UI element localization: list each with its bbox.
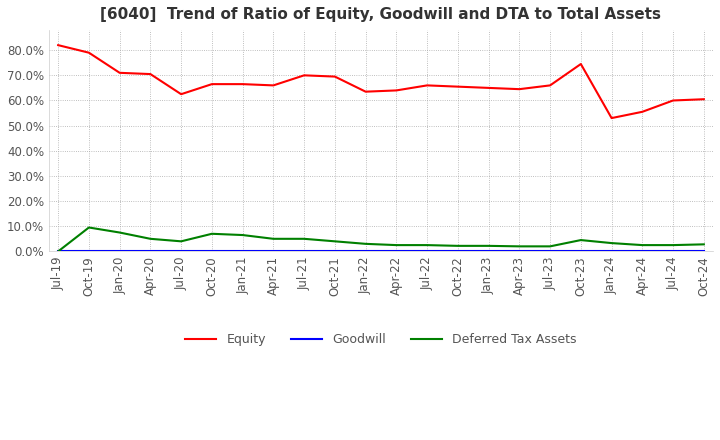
Goodwill <box>146 248 155 253</box>
Equity <box>669 98 678 103</box>
Goodwill <box>392 248 401 253</box>
Goodwill <box>669 248 678 253</box>
Line: Equity: Equity <box>58 45 704 118</box>
Equity <box>238 81 247 87</box>
Deferred Tax Assets <box>392 242 401 248</box>
Goodwill <box>485 248 493 253</box>
Goodwill <box>54 248 63 253</box>
Equity <box>146 71 155 77</box>
Deferred Tax Assets <box>177 238 186 244</box>
Equity <box>577 61 585 66</box>
Deferred Tax Assets <box>423 242 431 248</box>
Equity <box>638 109 647 114</box>
Deferred Tax Assets <box>207 231 216 236</box>
Deferred Tax Assets <box>515 244 523 249</box>
Title: [6040]  Trend of Ratio of Equity, Goodwill and DTA to Total Assets: [6040] Trend of Ratio of Equity, Goodwil… <box>101 7 662 22</box>
Equity <box>454 84 462 89</box>
Deferred Tax Assets <box>669 242 678 248</box>
Deferred Tax Assets <box>638 242 647 248</box>
Equity <box>361 89 370 94</box>
Equity <box>207 81 216 87</box>
Goodwill <box>84 248 93 253</box>
Goodwill <box>361 248 370 253</box>
Equity <box>423 83 431 88</box>
Equity <box>546 83 554 88</box>
Goodwill <box>177 248 186 253</box>
Deferred Tax Assets <box>238 232 247 238</box>
Goodwill <box>546 248 554 253</box>
Goodwill <box>269 248 278 253</box>
Goodwill <box>515 248 523 253</box>
Goodwill <box>238 248 247 253</box>
Equity <box>515 87 523 92</box>
Deferred Tax Assets <box>700 242 708 247</box>
Goodwill <box>607 248 616 253</box>
Deferred Tax Assets <box>300 236 308 242</box>
Deferred Tax Assets <box>577 238 585 243</box>
Deferred Tax Assets <box>54 249 63 254</box>
Equity <box>300 73 308 78</box>
Equity <box>54 43 63 48</box>
Goodwill <box>638 248 647 253</box>
Goodwill <box>330 248 339 253</box>
Equity <box>330 74 339 79</box>
Equity <box>84 50 93 55</box>
Deferred Tax Assets <box>84 225 93 230</box>
Equity <box>607 115 616 121</box>
Equity <box>115 70 124 75</box>
Deferred Tax Assets <box>330 238 339 244</box>
Equity <box>392 88 401 93</box>
Deferred Tax Assets <box>546 244 554 249</box>
Equity <box>269 83 278 88</box>
Equity <box>177 92 186 97</box>
Equity <box>485 85 493 91</box>
Goodwill <box>700 248 708 253</box>
Deferred Tax Assets <box>115 230 124 235</box>
Legend: Equity, Goodwill, Deferred Tax Assets: Equity, Goodwill, Deferred Tax Assets <box>180 329 582 352</box>
Goodwill <box>577 248 585 253</box>
Goodwill <box>207 248 216 253</box>
Equity <box>700 97 708 102</box>
Line: Deferred Tax Assets: Deferred Tax Assets <box>58 227 704 251</box>
Goodwill <box>423 248 431 253</box>
Deferred Tax Assets <box>269 236 278 242</box>
Deferred Tax Assets <box>361 241 370 246</box>
Deferred Tax Assets <box>485 243 493 249</box>
Deferred Tax Assets <box>607 240 616 246</box>
Goodwill <box>454 248 462 253</box>
Deferred Tax Assets <box>454 243 462 249</box>
Deferred Tax Assets <box>146 236 155 242</box>
Goodwill <box>300 248 308 253</box>
Goodwill <box>115 248 124 253</box>
